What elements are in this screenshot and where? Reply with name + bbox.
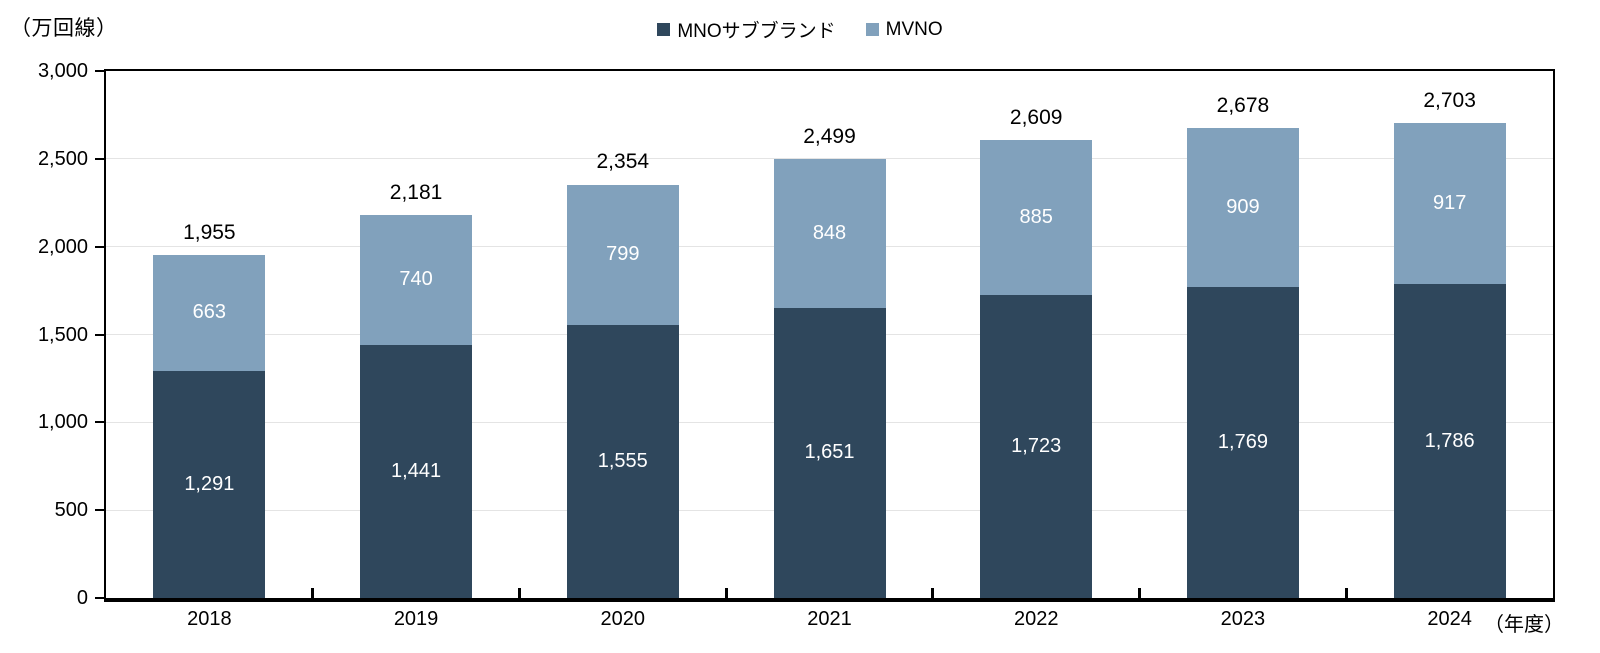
bar-value-label: 1,555 [597, 449, 648, 472]
y-tick-mark [95, 509, 104, 512]
y-tick-label: 3,000 [37, 60, 88, 82]
legend-item-mvno: MVNO [865, 18, 943, 41]
legend-swatch-mvno [865, 23, 879, 36]
x-tick-label-2023: 2023 [1220, 608, 1266, 630]
bar-segment-mno-subbrand-2021: 1,651 [773, 307, 886, 598]
y-tick-mark [95, 157, 104, 160]
bar-segment-mvno-2020: 799 [566, 184, 679, 325]
bar-segment-mno-subbrand-2023: 1,769 [1186, 287, 1299, 598]
x-tick-mark [724, 588, 728, 598]
bar-value-label: 799 [606, 243, 640, 266]
bar-total-label: 2,703 [1423, 89, 1476, 113]
x-tick-label-2019: 2019 [393, 608, 439, 630]
x-tick-label-2021: 2021 [807, 608, 852, 630]
bar-segment-mno-subbrand-2020: 1,555 [566, 324, 679, 598]
bar-value-label: 1,769 [1217, 431, 1268, 454]
bar-segment-mno-subbrand-2024: 1,786 [1393, 284, 1506, 598]
bar-total-label: 1,955 [183, 220, 236, 244]
bar-segment-mvno-2021: 848 [773, 159, 886, 308]
bar-value-label: 848 [812, 222, 847, 244]
x-tick-mark [931, 588, 935, 598]
legend-item-mno-subbrand: MNOサブブランド [657, 16, 836, 43]
bar-segment-mvno-2022: 885 [980, 139, 1093, 296]
bar-value-label: 1,291 [184, 473, 235, 496]
legend-swatch-mno-subbrand [657, 23, 671, 36]
bar-segment-mno-subbrand-2018: 1,291 [153, 371, 266, 598]
legend-label-mvno: MVNO [885, 18, 943, 40]
bar-segment-mvno-2024: 917 [1393, 123, 1506, 285]
bar-segment-mvno-2019: 740 [360, 214, 473, 345]
bar-segment-mno-subbrand-2019: 1,441 [360, 344, 473, 598]
bar-value-label: 1,651 [804, 441, 855, 464]
y-tick-label: 1,500 [37, 323, 88, 346]
x-tick-label-2022: 2022 [1013, 608, 1059, 630]
x-tick-label-2024: 2024 [1427, 608, 1472, 630]
bar-value-label: 1,786 [1424, 429, 1475, 452]
bar-value-label: 1,723 [1011, 435, 1062, 458]
x-axis-unit-label: （年度） [1484, 614, 1564, 636]
bar-value-label: 740 [399, 268, 433, 291]
bar-total-label: 2,354 [596, 150, 650, 174]
bar-segment-mvno-2023: 909 [1186, 127, 1299, 288]
y-tick-mark [95, 597, 104, 599]
bar-segment-mno-subbrand-2022: 1,723 [980, 295, 1093, 598]
y-tick-label: 0 [76, 587, 88, 609]
x-tick-label-2020: 2020 [600, 608, 646, 630]
x-tick-mark [1344, 588, 1348, 598]
gridline [106, 158, 1553, 160]
y-tick-label: 2,500 [37, 147, 88, 170]
legend: MNOサブブランド MVNO [0, 16, 1600, 43]
y-tick-label: 500 [54, 499, 88, 522]
bar-value-label: 885 [1019, 206, 1053, 229]
y-tick-label: 1,000 [37, 411, 88, 434]
y-tick-mark [95, 421, 104, 424]
y-tick-mark [95, 333, 104, 336]
x-tick-mark [517, 588, 521, 598]
bar-value-label: 917 [1432, 192, 1467, 215]
x-tick-mark [311, 588, 315, 598]
bar-value-label: 909 [1226, 195, 1260, 218]
bar-value-label: 1,441 [391, 459, 442, 482]
y-tick-mark [95, 245, 104, 248]
bar-value-label: 663 [192, 301, 227, 324]
x-tick-mark [1138, 588, 1142, 598]
bar-total-label: 2,499 [803, 125, 856, 148]
bar-total-label: 2,181 [389, 180, 443, 204]
y-tick-label: 2,000 [37, 235, 88, 258]
y-tick-mark [95, 70, 104, 72]
y-axis-unit-label: （万回線） [10, 17, 118, 40]
legend-label-mno-subbrand: MNOサブブランド [677, 21, 836, 42]
x-tick-label-2018: 2018 [187, 608, 232, 630]
bar-total-label: 2,678 [1216, 93, 1270, 117]
plot-area: 1,291 663 1,955 1,441 740 2,181 1,555 799 2,354 1… [104, 69, 1555, 602]
bar-segment-mvno-2018: 663 [153, 254, 266, 372]
bar-total-label: 2,609 [1009, 105, 1063, 129]
